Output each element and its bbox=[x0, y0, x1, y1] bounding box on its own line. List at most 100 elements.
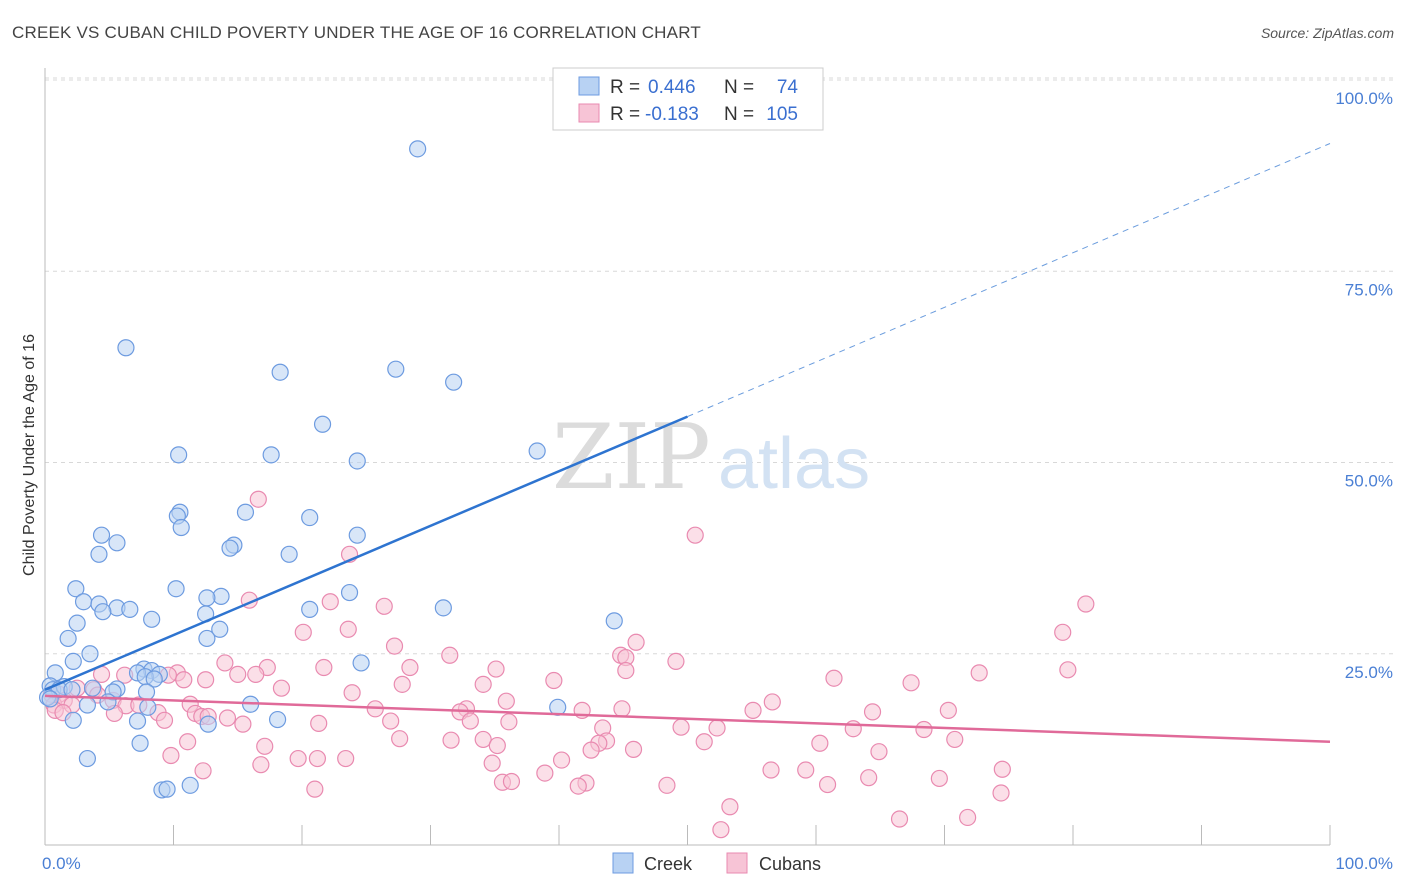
creek-point bbox=[90, 545, 108, 563]
y-axis-label: Child Poverty Under the Age of 16 bbox=[21, 334, 38, 576]
trend-lines bbox=[44, 143, 1331, 743]
cuban-points bbox=[42, 490, 1095, 839]
creek-n-value: 74 bbox=[777, 77, 799, 98]
creek-point bbox=[83, 679, 102, 697]
creek-point bbox=[348, 526, 366, 544]
cuban-point bbox=[844, 720, 862, 738]
cuban-point bbox=[818, 775, 837, 794]
creek-point bbox=[212, 587, 230, 605]
cuban-point bbox=[762, 761, 780, 779]
cuban-point bbox=[155, 711, 174, 729]
cuban-point bbox=[272, 679, 291, 697]
cuban-point bbox=[870, 743, 888, 761]
creek-point bbox=[301, 508, 319, 527]
cuban-point bbox=[441, 646, 459, 664]
creek-point bbox=[108, 534, 126, 552]
creek-r-label: R = bbox=[610, 77, 640, 98]
cuban-point bbox=[658, 776, 676, 794]
cuban-point bbox=[708, 719, 726, 737]
creek-point bbox=[445, 373, 463, 391]
cuban-point bbox=[197, 671, 215, 689]
creek-point bbox=[121, 600, 139, 618]
creek-point bbox=[280, 545, 298, 563]
cuban-point bbox=[939, 701, 957, 719]
cuban-point bbox=[252, 756, 270, 774]
creek-point bbox=[409, 140, 427, 158]
cuban-point bbox=[289, 749, 307, 768]
cuban-point bbox=[442, 731, 460, 749]
cuban-point bbox=[343, 684, 361, 702]
cuban-r-label: R = bbox=[610, 104, 640, 125]
creek-point bbox=[301, 600, 319, 618]
cuban-point bbox=[487, 660, 505, 678]
creek-point bbox=[340, 583, 359, 602]
cuban-point bbox=[970, 664, 988, 682]
creek-point bbox=[137, 683, 156, 701]
creek-point bbox=[158, 780, 176, 798]
creek-point bbox=[199, 715, 217, 733]
cuban-point bbox=[825, 669, 843, 687]
creek-point bbox=[92, 526, 111, 544]
creek-point bbox=[78, 749, 97, 768]
creek-r-value: 0.446 bbox=[648, 77, 696, 98]
creek-point bbox=[139, 698, 157, 716]
cuban-point bbox=[194, 762, 212, 780]
cuban-point bbox=[474, 730, 492, 749]
creek-point bbox=[271, 363, 289, 381]
creek-point bbox=[434, 599, 452, 617]
creek-points bbox=[38, 140, 623, 799]
cuban-point bbox=[249, 490, 267, 508]
cuban-point bbox=[915, 720, 933, 739]
cuban-point bbox=[488, 736, 506, 755]
creek-point bbox=[145, 670, 163, 688]
cuban-point bbox=[582, 741, 600, 759]
cuban-point bbox=[218, 709, 237, 727]
creek-point bbox=[198, 589, 216, 607]
creek-n-label: N = bbox=[724, 77, 754, 98]
creek-point bbox=[143, 610, 161, 628]
creek-legend-swatch bbox=[578, 76, 600, 96]
chart-title: CREEK VS CUBAN CHILD POVERTY UNDER THE A… bbox=[12, 23, 701, 42]
cuban-point bbox=[617, 661, 635, 680]
cuban-point bbox=[624, 740, 643, 758]
cuban-point bbox=[256, 737, 274, 755]
cuban-point bbox=[382, 712, 400, 730]
cuban-point bbox=[627, 633, 645, 651]
cuban-point bbox=[569, 777, 587, 795]
y-tick-label: 50.0% bbox=[1345, 472, 1393, 491]
creek-point bbox=[198, 629, 216, 648]
cuban-point bbox=[930, 769, 948, 788]
cuban-point bbox=[613, 700, 631, 718]
cuban-point bbox=[391, 730, 409, 748]
creek-point bbox=[59, 629, 77, 648]
cuban-point bbox=[321, 593, 339, 611]
cuban-point bbox=[860, 769, 878, 787]
cuban-r-value: -0.183 bbox=[645, 104, 699, 125]
creek-point bbox=[211, 620, 229, 638]
creek-point bbox=[67, 580, 85, 598]
creek-point bbox=[348, 452, 366, 470]
cuban-point bbox=[461, 712, 479, 730]
cuban-point bbox=[959, 808, 977, 827]
creek-point bbox=[605, 612, 623, 630]
creek-point bbox=[181, 776, 199, 794]
cuban-point bbox=[863, 703, 882, 721]
grid-lines bbox=[45, 77, 1393, 655]
creek-point bbox=[167, 580, 185, 598]
creek-point bbox=[74, 593, 93, 611]
cuban-legend-swatch bbox=[578, 103, 600, 123]
cuban-point bbox=[721, 798, 739, 816]
cuban-point bbox=[308, 749, 327, 768]
creek-point bbox=[387, 360, 405, 378]
creek-point bbox=[117, 339, 135, 357]
cuban-point bbox=[902, 674, 920, 692]
cuban-point bbox=[500, 713, 518, 731]
cuban-point bbox=[763, 693, 781, 711]
cuban-point bbox=[497, 692, 515, 710]
series-legend: Creek Cubans bbox=[612, 852, 821, 874]
x-tick-label-min: 0.0% bbox=[42, 854, 81, 873]
cuban-point bbox=[474, 675, 492, 693]
creek-point bbox=[352, 654, 370, 672]
y-tick-label: 100.0% bbox=[1335, 89, 1393, 108]
